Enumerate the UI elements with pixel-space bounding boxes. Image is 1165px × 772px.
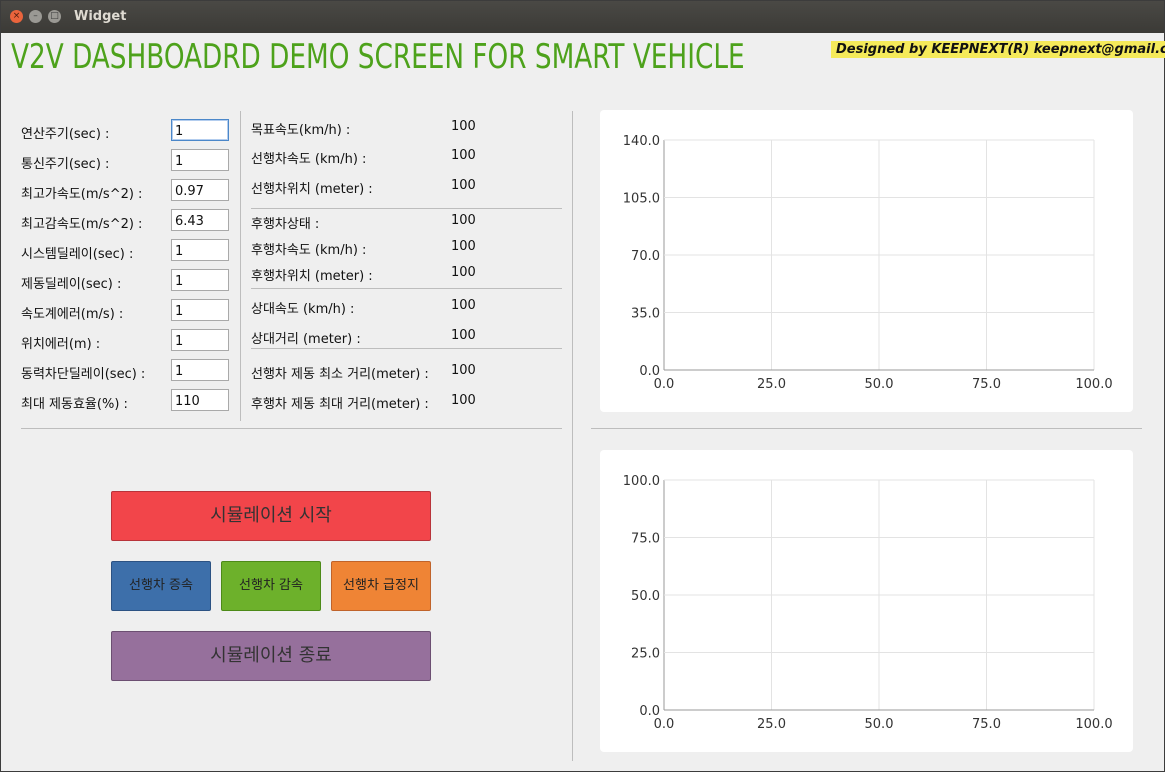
status-divider — [251, 208, 562, 209]
chart-divider — [591, 428, 1142, 429]
y-tick-label: 75.0 — [631, 532, 660, 547]
status-label: 후행차 제동 최대 거리(meter) : — [251, 397, 429, 412]
designer-credit: Designed by KEEPNEXT(R) keepnext@gmail.c… — [831, 41, 1165, 58]
status-value: 100 — [451, 239, 476, 254]
param-input[interactable]: 1 — [171, 359, 229, 381]
chart-area-divider — [572, 111, 573, 761]
y-tick-label: 35.0 — [631, 307, 660, 322]
param-input[interactable]: 1 — [171, 269, 229, 291]
panel-divider — [240, 111, 241, 421]
status-label: 상대속도 (km/h) : — [251, 302, 355, 317]
param-label: 속도계에러(m/s) : — [21, 307, 124, 322]
status-label: 상대거리 (meter) : — [251, 332, 361, 347]
param-label: 시스템딜레이(sec) : — [21, 247, 134, 262]
status-value: 100 — [451, 213, 476, 228]
window-title: Widget — [74, 9, 127, 24]
y-tick-label: 0.0 — [639, 364, 660, 379]
minimize-icon[interactable]: – — [29, 10, 42, 23]
param-input[interactable]: 0.97 — [171, 179, 229, 201]
y-tick-label: 25.0 — [631, 647, 660, 662]
left-panel-divider — [21, 428, 562, 429]
x-tick-label: 25.0 — [757, 377, 786, 392]
y-tick-label: 105.0 — [623, 192, 660, 207]
x-tick-label: 100.0 — [1075, 377, 1112, 392]
maximize-icon[interactable]: □ — [48, 10, 61, 23]
param-input[interactable]: 1 — [171, 299, 229, 321]
y-tick-label: 0.0 — [639, 704, 660, 719]
x-tick-label: 50.0 — [865, 717, 894, 732]
page-title: V2V DASHBOADRD DEMO SCREEN FOR SMART VEH… — [11, 37, 745, 77]
param-input[interactable]: 1 — [171, 149, 229, 171]
status-value: 100 — [451, 119, 476, 134]
x-tick-label: 0.0 — [654, 377, 675, 392]
param-label: 위치에러(m) : — [21, 337, 101, 352]
status-label: 후행차속도 (km/h) : — [251, 243, 367, 258]
param-input[interactable]: 110 — [171, 389, 229, 411]
status-value: 100 — [451, 328, 476, 343]
y-tick-label: 140.0 — [623, 134, 660, 149]
status-label: 목표속도(km/h) : — [251, 123, 351, 138]
y-tick-label: 50.0 — [631, 589, 660, 604]
status-value: 100 — [451, 363, 476, 378]
status-value: 100 — [451, 265, 476, 280]
lead-emergency-stop-button[interactable]: 선행차 급정지 — [331, 561, 431, 611]
param-input[interactable]: 6.43 — [171, 209, 229, 231]
status-label: 후행차상태 : — [251, 217, 320, 232]
close-icon[interactable]: × — [10, 10, 23, 23]
speed-chart: 0.0 25.0 50.0 75.0 100.0 0.0 35.0 70.0 105.0 140.… — [600, 110, 1133, 412]
param-input[interactable]: 1 — [171, 119, 229, 141]
x-tick-label: 50.0 — [865, 377, 894, 392]
param-label: 통신주기(sec) : — [21, 157, 110, 172]
distance-chart: 0.0 25.0 50.0 75.0 100.0 0.0 25.0 50.0 75.0 100.0 — [600, 450, 1133, 752]
param-input[interactable]: 1 — [171, 329, 229, 351]
status-label: 선행차속도 (km/h) : — [251, 152, 367, 167]
param-label: 최대 제동효율(%) : — [21, 397, 128, 412]
status-label: 후행차위치 (meter) : — [251, 269, 373, 284]
status-value: 100 — [451, 393, 476, 408]
x-tick-label: 75.0 — [972, 377, 1001, 392]
end-simulation-button[interactable]: 시뮬레이션 종료 — [111, 631, 431, 681]
status-value: 100 — [451, 148, 476, 163]
y-tick-label: 100.0 — [623, 474, 660, 489]
status-value: 100 — [451, 178, 476, 193]
param-label: 최고가속도(m/s^2) : — [21, 187, 143, 202]
lead-accelerate-button[interactable]: 선행차 증속 — [111, 561, 211, 611]
x-tick-label: 25.0 — [757, 717, 786, 732]
start-simulation-button[interactable]: 시뮬레이션 시작 — [111, 491, 431, 541]
lead-decelerate-button[interactable]: 선행차 감속 — [221, 561, 321, 611]
status-label: 선행차위치 (meter) : — [251, 182, 373, 197]
y-tick-label: 70.0 — [631, 249, 660, 264]
x-tick-label: 0.0 — [654, 717, 675, 732]
status-label: 선행차 제동 최소 거리(meter) : — [251, 367, 429, 382]
speed-chart-svg: 0.0 25.0 50.0 75.0 100.0 0.0 35.0 70.0 105.0 140.… — [623, 134, 1113, 392]
param-label: 동력차단딜레이(sec) : — [21, 367, 146, 382]
status-divider — [251, 348, 562, 349]
param-input[interactable]: 1 — [171, 239, 229, 261]
x-tick-label: 100.0 — [1075, 717, 1112, 732]
title-bar[interactable]: × – □ Widget — [1, 1, 1164, 33]
status-value: 100 — [451, 298, 476, 313]
param-label: 최고감속도(m/s^2) : — [21, 217, 143, 232]
status-divider — [251, 288, 562, 289]
param-label: 연산주기(sec) : — [21, 127, 110, 142]
x-tick-label: 75.0 — [972, 717, 1001, 732]
param-label: 제동딜레이(sec) : — [21, 277, 122, 292]
distance-chart-svg: 0.0 25.0 50.0 75.0 100.0 0.0 25.0 50.0 75.0 100.0 — [623, 474, 1113, 732]
